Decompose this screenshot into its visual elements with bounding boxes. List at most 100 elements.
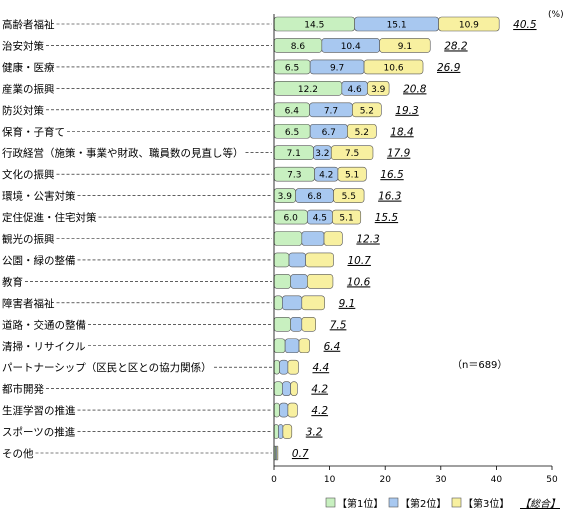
category-labels: 高齢者福祉治安対策健康・医療産業の振興防災対策保育・子育て行政経営（施策・事業や… (2, 18, 272, 460)
total-value-label: 9.1 (339, 298, 356, 310)
segment-value-label: 7.5 (345, 149, 359, 159)
bar-segment (307, 274, 334, 289)
bar-segment (290, 274, 308, 289)
segment-value-label: 14.5 (304, 21, 324, 31)
legend-label: 【第3位】 (463, 497, 509, 510)
total-value-label: 17.9 (387, 148, 411, 160)
legend: 【第1位】 【第2位】 【第3位】 【総合】 (325, 497, 560, 510)
bar-segment (273, 274, 291, 289)
segment-value-label: 6.5 (285, 128, 299, 138)
bar-segment (273, 295, 283, 311)
category-label: その他 (2, 447, 34, 460)
legend-label: 【第2位】 (400, 497, 446, 510)
segment-value-label: 10.4 (341, 42, 361, 52)
segment-value-label: 6.8 (307, 192, 322, 202)
bar-segment (273, 381, 283, 396)
legend-total-label: 【総合】 (520, 498, 560, 510)
total-value-label: 15.5 (375, 212, 399, 224)
bar-segment (273, 252, 290, 268)
category-label: 教育 (2, 275, 23, 288)
segment-value-label: 7.3 (287, 171, 301, 181)
bar-segment (301, 295, 325, 311)
segment-value-label: 5.1 (339, 214, 353, 224)
total-value-label: 7.5 (330, 319, 347, 331)
bar-segment (337, 166, 367, 182)
segment-value-label: 6.7 (322, 128, 336, 138)
category-label: 観光の振興 (2, 233, 55, 246)
category-label: 治安対策 (2, 39, 44, 52)
segment-value-label: 4.2 (319, 171, 333, 181)
total-value-label: 28.2 (444, 40, 468, 52)
bar-segment (298, 338, 310, 354)
bar-segment (282, 381, 291, 396)
total-value-label: 40.5 (513, 19, 537, 31)
segment-value-label: 6.0 (284, 214, 299, 224)
total-value-label: 10.7 (347, 255, 371, 267)
category-label: 文化の振興 (2, 168, 55, 181)
segment-value-label: 10.6 (384, 63, 404, 73)
total-value-label: 6.4 (324, 341, 341, 353)
total-value-label: 16.3 (378, 191, 401, 203)
segment-value-label: 3.2 (315, 149, 329, 159)
segment-value-label: 7.1 (287, 149, 301, 159)
x-tick-label: 20 (379, 475, 391, 485)
bar-segment (347, 123, 377, 139)
x-axis: 0 10 20 30 40 50 (271, 14, 558, 485)
category-label: 健康・医療 (2, 61, 55, 74)
legend-swatch (451, 497, 462, 508)
bar-segment (290, 316, 303, 332)
segment-value-label: 5.1 (345, 171, 359, 181)
segment-value-label: 5.5 (342, 192, 356, 202)
bar-segment (290, 381, 298, 396)
x-tick-label: 0 (271, 475, 277, 485)
bar-segment (276, 445, 279, 461)
bar-segment (301, 316, 316, 332)
segment-value-label: 7.7 (324, 106, 338, 116)
segment-value-label: 4.6 (347, 85, 362, 95)
bar-segment (330, 145, 374, 160)
category-label: 道路・交通の整備 (2, 318, 86, 331)
segment-value-label: 12.2 (298, 85, 318, 95)
category-label: 公園・緑の整備 (2, 254, 76, 267)
bar-segment (273, 402, 280, 418)
bar-segment (287, 402, 298, 418)
bar-segment (273, 316, 291, 332)
total-value-label: 16.5 (380, 169, 404, 181)
unit-label: (%) (548, 10, 564, 20)
bar-segment (363, 59, 424, 75)
x-tick-label: 50 (546, 475, 558, 485)
category-label: 清掃・リサイクル (2, 340, 85, 353)
category-label: 都市開発 (2, 383, 44, 396)
total-value-label: 4.2 (311, 405, 328, 417)
total-value-label: 0.7 (292, 448, 309, 460)
bar-segment (367, 81, 390, 96)
total-value-label: 18.4 (390, 126, 413, 138)
segment-value-label: 9.7 (330, 63, 344, 73)
bar-segment (273, 359, 280, 375)
segment-value-label: 6.4 (285, 106, 300, 116)
total-value-label: 20.8 (403, 83, 427, 95)
x-tick-label: 10 (324, 475, 336, 485)
segment-value-label: 6.5 (285, 63, 299, 73)
category-label: 産業の振興 (2, 82, 55, 95)
total-value-label: 19.3 (395, 105, 418, 117)
bars: 14.5 15.1 10.9 40.5 8.6 10.4 9.1 28.2 6.5 9.7 10.6… (273, 16, 537, 461)
total-value-label: 3.2 (306, 427, 323, 439)
total-value-label: 4.4 (312, 362, 329, 374)
bar-segment (438, 16, 500, 32)
bar-segment (323, 231, 343, 246)
bar-segment (287, 359, 299, 375)
bar-segment (273, 424, 279, 439)
category-label: 保育・子育て (2, 125, 65, 138)
legend-label: 【第1位】 (337, 497, 383, 510)
sample-size-note: （n＝689） (452, 359, 507, 371)
category-label: スポーツの推進 (2, 426, 76, 439)
bar-segment (301, 231, 325, 246)
total-value-label: 4.2 (311, 384, 328, 396)
segment-value-label: 8.6 (291, 42, 306, 52)
segment-value-label: 15.1 (387, 21, 407, 31)
segment-value-label: 9.1 (398, 42, 412, 52)
category-label: 生涯学習の推進 (2, 404, 76, 417)
bar-segment (278, 424, 284, 439)
